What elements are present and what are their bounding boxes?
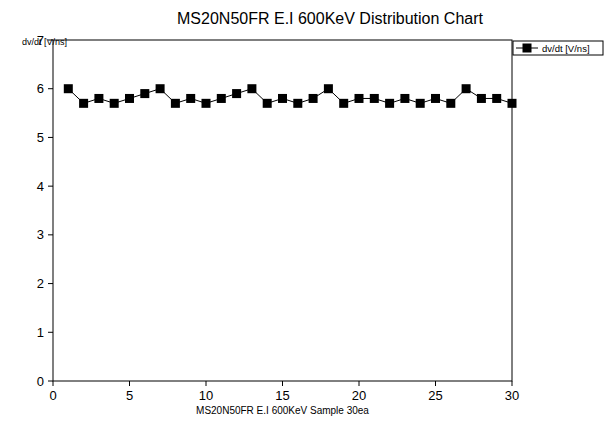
y-axis-label: dv/dt [V/ns]: [22, 37, 67, 47]
y-tick: [48, 186, 53, 187]
legend-label: dv/dt [V/ns]: [542, 43, 590, 54]
data-point: [293, 99, 302, 108]
data-point: [431, 94, 440, 103]
data-point: [446, 99, 455, 108]
y-tick: [48, 88, 53, 89]
y-tick: [48, 332, 53, 333]
data-point: [416, 99, 425, 108]
chart-container: MS20N50FR E.I 600KeV Distribution Chart 0…: [0, 0, 605, 430]
data-point: [156, 84, 165, 93]
legend-marker: [523, 44, 532, 53]
data-point: [278, 94, 287, 103]
y-tick: [48, 381, 53, 382]
data-point: [94, 94, 103, 103]
series-line: [68, 89, 512, 104]
y-tick: [48, 137, 53, 138]
data-point: [79, 99, 88, 108]
y-tick-label: 1: [37, 325, 44, 340]
y-tick-label: 4: [37, 179, 44, 194]
x-tick-label: 20: [352, 388, 366, 403]
x-tick: [359, 381, 360, 386]
data-point: [508, 99, 517, 108]
data-point: [370, 94, 379, 103]
data-point: [263, 99, 272, 108]
x-tick: [53, 381, 54, 386]
data-point: [462, 84, 471, 93]
data-point: [355, 94, 364, 103]
data-point: [309, 94, 318, 103]
data-point: [492, 94, 501, 103]
data-point: [232, 89, 241, 98]
data-point: [125, 94, 134, 103]
data-point: [247, 84, 256, 93]
x-tick-label: 25: [428, 388, 442, 403]
legend-box: [513, 41, 603, 55]
data-point: [477, 94, 486, 103]
x-tick-label: 5: [126, 388, 133, 403]
chart-svg: MS20N50FR E.I 600KeV Distribution Chart 0…: [0, 0, 605, 430]
y-tick-label: 3: [37, 227, 44, 242]
x-tick: [129, 381, 130, 386]
data-point: [217, 94, 226, 103]
data-point: [171, 99, 180, 108]
data-point: [110, 99, 119, 108]
y-tick-label: 6: [37, 81, 44, 96]
x-tick-label: 0: [49, 388, 56, 403]
data-point: [339, 99, 348, 108]
x-tick: [282, 381, 283, 386]
y-tick-label: 0: [37, 374, 44, 389]
title: MS20N50FR E.I 600KeV Distribution Chart: [177, 10, 483, 27]
data-point: [140, 89, 149, 98]
x-tick: [512, 381, 513, 386]
x-tick: [435, 381, 436, 386]
data-point: [400, 94, 409, 103]
x-tick-label: 15: [275, 388, 289, 403]
x-axis-label: MS20N50FR E.I 600KeV Sample 30ea: [196, 405, 369, 416]
plot-area: [64, 84, 517, 108]
y-tick-label: 2: [37, 276, 44, 291]
data-point: [324, 84, 333, 93]
x-tick-label: 10: [199, 388, 213, 403]
data-point: [186, 94, 195, 103]
data-point: [385, 99, 394, 108]
data-point: [64, 84, 73, 93]
y-tick-label: 5: [37, 130, 44, 145]
plot-frame: [53, 40, 512, 381]
y-tick: [48, 234, 53, 235]
x-tick-label: 30: [505, 388, 519, 403]
x-tick: [206, 381, 207, 386]
y-tick: [48, 283, 53, 284]
legend: dv/dt [V/ns]: [513, 41, 603, 55]
data-point: [202, 99, 211, 108]
